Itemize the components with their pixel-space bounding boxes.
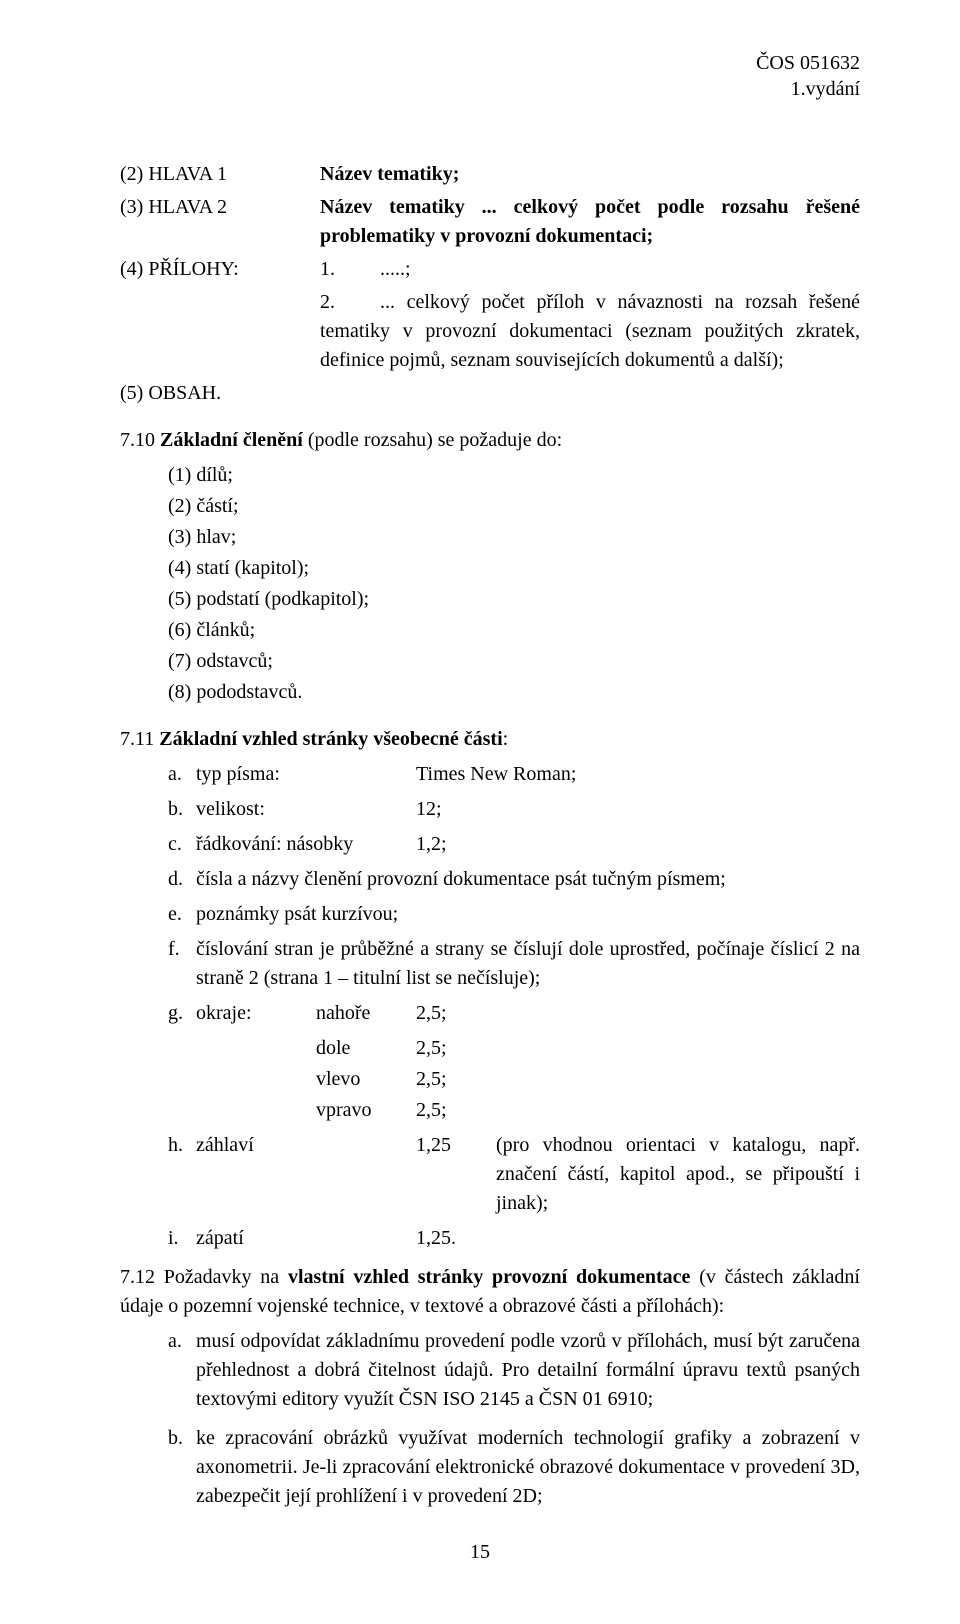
g-nahore-l: nahoře — [316, 999, 416, 1028]
def-left: (3) HLAVA 2 — [120, 193, 320, 222]
sub1-text: .....; — [380, 258, 411, 280]
def-row-obsah: (5) OBSAH. — [120, 379, 860, 408]
marker-b: b. — [168, 795, 196, 824]
def-row-prilohy-1: (4) PŘÍLOHY: 1......; — [120, 255, 860, 284]
list-item: (6) článků; — [168, 616, 860, 645]
def-left: (4) PŘÍLOHY: — [120, 255, 320, 284]
mrow-dole: dole 2,5; — [316, 1034, 860, 1063]
marker-d: d. — [168, 865, 196, 894]
document-page: ČOS 051632 1.vydání (2) HLAVA 1 Název te… — [0, 0, 960, 1624]
page-header: ČOS 051632 1.vydání — [756, 50, 860, 102]
row-712-a: a. musí odpovídat základnímu provedení p… — [168, 1327, 860, 1414]
row-h: h. záhlaví 1,25 (pro vhodnou orientaci v… — [168, 1131, 860, 1218]
def-row-prilohy-2: 2.... celkový počet příloh v návaznosti … — [120, 288, 860, 375]
value-a: Times New Roman; — [416, 760, 576, 789]
list-item: (2) částí; — [168, 492, 860, 521]
label-c: řádkování: násobky — [196, 830, 416, 859]
label-i: zápatí — [196, 1224, 416, 1253]
value-i: 1,25. — [416, 1224, 456, 1253]
heading-7-12: 7.12 Požadavky na vlastní vzhled stránky… — [120, 1263, 860, 1321]
h710-bold: Základní členění — [160, 429, 303, 451]
list-7-10: (1) dílů; (2) částí; (3) hlav; (4) statí… — [168, 461, 860, 707]
text-712-b: ke zpracování obrázků využívat moderních… — [196, 1424, 860, 1511]
list-item: (8) pododstavců. — [168, 678, 860, 707]
list-item: (4) statí (kapitol); — [168, 554, 860, 583]
marker-a: a. — [168, 760, 196, 789]
g-vlevo-l: vlevo — [316, 1065, 416, 1094]
h710-post: (podle rozsahu) se požaduje do: — [303, 429, 562, 451]
marker-f: f. — [168, 935, 196, 964]
def-left: (5) OBSAH. — [120, 379, 320, 408]
def-right: Název tematiky ... celkový počet podle r… — [320, 193, 860, 251]
value-b: 12; — [416, 795, 442, 824]
label-g: okraje: — [196, 999, 316, 1028]
row-c: c. řádkování: násobky 1,2; — [168, 830, 860, 859]
g-vpravo-l: vpravo — [316, 1096, 416, 1125]
def-right: 2.... celkový počet příloh v návaznosti … — [320, 288, 860, 375]
r1-bold: Název tematiky; — [320, 163, 459, 185]
page-number: 15 — [0, 1541, 960, 1564]
heading-7-10: 7.10 Základní členění (podle rozsahu) se… — [120, 426, 860, 455]
h711-post: : — [503, 728, 509, 750]
g-dole-l: dole — [316, 1034, 416, 1063]
marker-c: c. — [168, 830, 196, 859]
g-nahore-v: 2,5; — [416, 999, 447, 1028]
def-right: Název tematiky; — [320, 160, 860, 189]
def-row-hlava2: (3) HLAVA 2 Název tematiky ... celkový p… — [120, 193, 860, 251]
row-i: i. zápatí 1,25. — [168, 1224, 860, 1253]
g-vpravo-v: 2,5; — [416, 1096, 447, 1125]
marker-712-a: a. — [168, 1327, 196, 1356]
marker-h: h. — [168, 1131, 196, 1160]
row-e: e. poznámky psát kurzívou; — [168, 900, 860, 929]
edition: 1.vydání — [756, 76, 860, 102]
marker-712-b: b. — [168, 1424, 196, 1453]
list-item: (7) odstavců; — [168, 647, 860, 676]
row-g: g. okraje: nahoře 2,5; — [168, 999, 860, 1028]
label-h: záhlaví — [196, 1131, 416, 1160]
h712-pre: 7.12 Požadavky na — [120, 1266, 288, 1288]
note-h: (pro vhodnou orientaci v katalogu, např.… — [496, 1131, 860, 1218]
margins-block: dole 2,5; vlevo 2,5; vpravo 2,5; — [316, 1034, 860, 1125]
row-d: d. čísla a názvy členění provozní dokume… — [168, 865, 860, 894]
label-b: velikost: — [196, 795, 416, 824]
sub1-label: 1. — [320, 255, 380, 284]
row-f: f. číslování stran je průběžné a strany … — [168, 935, 860, 993]
row-b: b. velikost: 12; — [168, 795, 860, 824]
sub2-text: ... celkový počet příloh v návaznosti na… — [320, 291, 860, 371]
content-body: (2) HLAVA 1 Název tematiky; (3) HLAVA 2 … — [120, 160, 860, 1511]
def-row-hlava1: (2) HLAVA 1 Název tematiky; — [120, 160, 860, 189]
list-item: (5) podstatí (podkapitol); — [168, 585, 860, 614]
row-a: a. typ písma: Times New Roman; — [168, 760, 860, 789]
g-dole-v: 2,5; — [416, 1034, 447, 1063]
def-left: (2) HLAVA 1 — [120, 160, 320, 189]
marker-e: e. — [168, 900, 196, 929]
list-item: (3) hlav; — [168, 523, 860, 552]
text-f: číslování stran je průběžné a strany se … — [196, 935, 860, 993]
mrow-vpravo: vpravo 2,5; — [316, 1096, 860, 1125]
doc-number: ČOS 051632 — [756, 50, 860, 76]
h711-pre: 7.11 — [120, 728, 159, 750]
row-712-b: b. ke zpracování obrázků využívat modern… — [168, 1424, 860, 1511]
marker-g: g. — [168, 999, 196, 1028]
mrow-vlevo: vlevo 2,5; — [316, 1065, 860, 1094]
list-7-11: a. typ písma: Times New Roman; b. veliko… — [168, 760, 860, 1028]
def-right: 1......; — [320, 255, 860, 284]
value-c: 1,2; — [416, 830, 447, 859]
r2-bold: Název tematiky ... celkový počet podle r… — [320, 196, 860, 247]
sub2-label: 2. — [320, 288, 380, 317]
text-712-a: musí odpovídat základnímu provedení podl… — [196, 1327, 860, 1414]
h712-bold: vlastní vzhled stránky provozní dokument… — [288, 1266, 691, 1288]
list-7-11-cont: h. záhlaví 1,25 (pro vhodnou orientaci v… — [168, 1131, 860, 1253]
text-e: poznámky psát kurzívou; — [196, 900, 860, 929]
text-d: čísla a názvy členění provozní dokumenta… — [196, 865, 860, 894]
marker-i: i. — [168, 1224, 196, 1253]
value-h: 1,25 — [416, 1131, 496, 1160]
label-a: typ písma: — [196, 760, 416, 789]
h710-pre: 7.10 — [120, 429, 160, 451]
list-7-12: a. musí odpovídat základnímu provedení p… — [168, 1327, 860, 1511]
heading-7-11: 7.11 Základní vzhled stránky všeobecné č… — [120, 725, 860, 754]
h711-bold: Základní vzhled stránky všeobecné části — [159, 728, 502, 750]
g-vlevo-v: 2,5; — [416, 1065, 447, 1094]
list-item: (1) dílů; — [168, 461, 860, 490]
